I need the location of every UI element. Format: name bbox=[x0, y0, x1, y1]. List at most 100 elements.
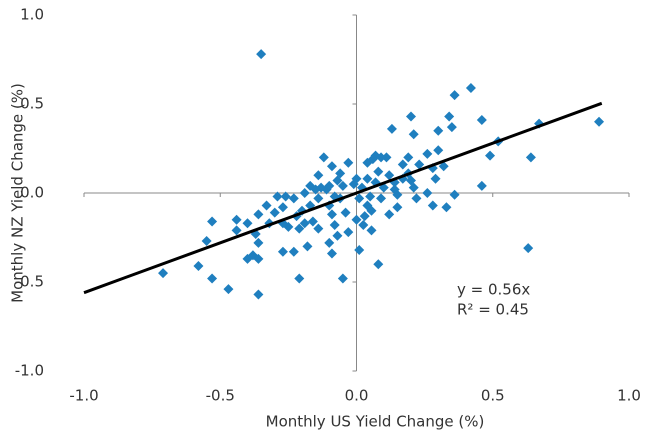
y-tick-label: -1.0 bbox=[15, 362, 44, 380]
x-tick-label: -1.0 bbox=[69, 387, 98, 405]
point bbox=[340, 207, 351, 218]
point bbox=[365, 191, 376, 202]
point bbox=[313, 223, 324, 234]
point bbox=[318, 152, 329, 163]
point bbox=[359, 211, 370, 222]
point bbox=[348, 179, 359, 190]
point bbox=[433, 145, 444, 156]
point bbox=[313, 193, 324, 204]
point bbox=[326, 248, 337, 259]
point bbox=[411, 193, 422, 204]
point bbox=[294, 223, 305, 234]
point bbox=[523, 243, 534, 254]
point bbox=[366, 205, 377, 216]
point bbox=[343, 227, 354, 238]
point bbox=[384, 170, 395, 181]
point bbox=[305, 180, 316, 191]
annotation: R² = 0.45 bbox=[457, 301, 529, 319]
point bbox=[422, 188, 433, 198]
point bbox=[231, 225, 242, 236]
point bbox=[476, 115, 487, 126]
point bbox=[288, 246, 299, 257]
point bbox=[422, 148, 433, 159]
point bbox=[406, 111, 416, 122]
point bbox=[242, 218, 253, 229]
point bbox=[376, 193, 387, 204]
point bbox=[324, 237, 335, 248]
point bbox=[288, 193, 299, 204]
point bbox=[414, 159, 425, 170]
point bbox=[594, 116, 605, 127]
point bbox=[294, 273, 305, 284]
point bbox=[207, 273, 218, 284]
point bbox=[525, 152, 536, 163]
x-tick-label: 0.5 bbox=[481, 387, 505, 405]
trendline bbox=[83, 101, 603, 295]
point bbox=[343, 157, 354, 168]
point bbox=[449, 90, 460, 101]
point bbox=[299, 218, 310, 229]
point bbox=[277, 246, 288, 257]
point bbox=[313, 170, 324, 181]
y-tick-label: 0.5 bbox=[20, 95, 44, 113]
point bbox=[269, 207, 280, 218]
point bbox=[253, 209, 264, 220]
point bbox=[373, 166, 384, 177]
annotation: y = 0.56x bbox=[457, 281, 530, 299]
point bbox=[449, 189, 460, 200]
point bbox=[433, 125, 444, 136]
y-tick-label: 0.0 bbox=[20, 184, 44, 202]
point bbox=[242, 253, 253, 264]
x-tick-label: 0.0 bbox=[345, 387, 369, 405]
point bbox=[193, 260, 204, 271]
x-tick-label: -0.5 bbox=[206, 387, 235, 405]
x-tick-label: 1.0 bbox=[617, 387, 641, 405]
point bbox=[299, 188, 310, 198]
point bbox=[403, 152, 414, 163]
point bbox=[324, 180, 335, 191]
point bbox=[392, 202, 403, 213]
point bbox=[201, 236, 212, 247]
point bbox=[485, 150, 496, 161]
y-axis-title: Monthly NZ Yield Change (%) bbox=[9, 83, 27, 303]
point bbox=[438, 161, 449, 172]
point bbox=[446, 122, 457, 133]
point bbox=[373, 259, 384, 270]
point bbox=[256, 49, 267, 60]
point bbox=[261, 200, 272, 211]
point bbox=[302, 241, 313, 252]
y-tick-label: 1.0 bbox=[20, 6, 44, 24]
point bbox=[354, 244, 365, 255]
point bbox=[366, 225, 377, 236]
point bbox=[354, 193, 365, 204]
point bbox=[362, 157, 373, 168]
point bbox=[408, 129, 419, 140]
point bbox=[337, 180, 348, 191]
point bbox=[351, 214, 362, 225]
point bbox=[223, 284, 234, 295]
point bbox=[253, 289, 264, 300]
point bbox=[337, 273, 348, 284]
point bbox=[430, 173, 441, 184]
point bbox=[476, 180, 487, 191]
y-tick-label: -0.5 bbox=[15, 273, 44, 291]
point bbox=[272, 191, 283, 202]
point bbox=[465, 82, 476, 93]
point bbox=[307, 216, 318, 227]
point bbox=[158, 268, 169, 279]
point bbox=[207, 216, 218, 227]
point bbox=[335, 168, 346, 179]
point bbox=[408, 182, 419, 193]
point bbox=[384, 209, 395, 220]
point bbox=[362, 173, 373, 184]
point bbox=[253, 237, 264, 248]
point bbox=[386, 123, 397, 134]
point bbox=[326, 209, 337, 220]
point bbox=[326, 161, 337, 172]
point bbox=[231, 214, 242, 225]
x-axis-title: Monthly US Yield Change (%) bbox=[266, 413, 485, 431]
point bbox=[444, 111, 455, 122]
point bbox=[441, 202, 452, 213]
point bbox=[329, 220, 340, 231]
